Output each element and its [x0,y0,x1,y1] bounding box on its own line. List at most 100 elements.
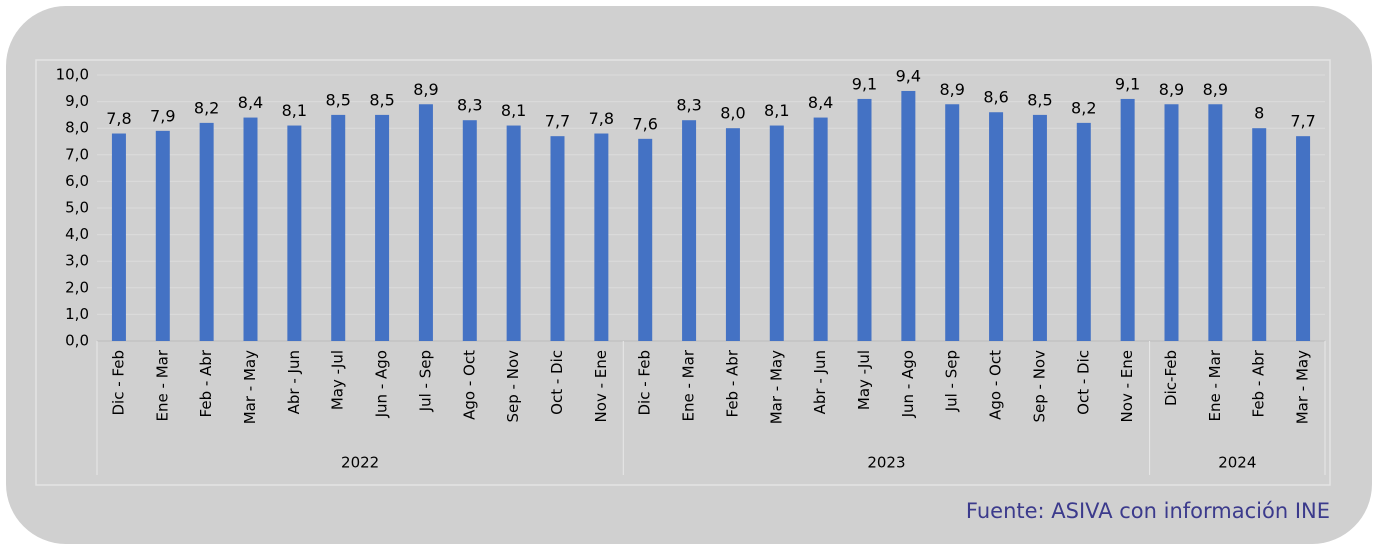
y-tick-label: 5,0 [65,199,89,217]
x-tick-label: Ene - Mar [153,349,171,421]
bar [287,125,302,341]
x-tick-label: Oct - Dic [1074,350,1092,415]
group-label: 2022 [341,454,379,472]
bar [725,128,740,341]
x-tick-label: Feb - Abr [1250,349,1268,417]
x-tick-label: Jun - Ago [373,350,391,418]
x-tick-label: May -Jul [329,350,347,410]
x-tick-label: Jul - Sep [943,350,961,412]
bar [638,138,653,341]
bar [1252,128,1267,341]
x-tick-label: Ene - Mar [1206,349,1224,421]
x-tick-label: Sep - Nov [1030,350,1048,423]
bar [857,98,872,341]
x-tick-label: Ago - Oct [987,350,1005,420]
bar [155,130,170,341]
x-tick-label: Abr - Jun [285,350,303,414]
data-label: 7,6 [632,114,657,133]
data-label: 8 [1254,104,1264,123]
data-label: 7,9 [150,106,175,125]
data-label: 8,3 [676,96,701,115]
group-label: 2023 [867,454,905,472]
y-tick-label: 4,0 [65,225,89,243]
bar [1120,98,1135,341]
bar [1076,122,1091,341]
x-tick-label: Sep - Nov [504,350,522,423]
data-label: 8,5 [369,90,394,109]
data-label: 7,8 [589,109,614,128]
bar [1164,104,1179,341]
data-label: 8,5 [1027,90,1052,109]
y-tick-label: 3,0 [65,252,89,270]
data-label: 8,1 [764,101,789,120]
y-tick-label: 1,0 [65,305,89,323]
data-label: 8,9 [1203,80,1228,99]
x-tick-label: Ene - Mar [680,349,698,421]
plot-frame [35,59,1331,486]
y-tick-label: 6,0 [65,172,89,190]
x-tick-label: Mar - May [241,350,259,424]
bar [418,104,433,341]
data-label: 8,1 [501,101,526,120]
data-label: 9,1 [852,74,877,93]
y-tick-label: 8,0 [65,119,89,137]
group-label: 2024 [1218,454,1256,472]
source: Fuente: ASIVA con información INE [966,499,1330,523]
bar [506,125,521,341]
x-tick-label: Dic - Feb [109,350,127,415]
data-label: 8,2 [194,98,219,117]
x-tick-label: Nov - Ene [592,350,610,422]
bar [989,112,1004,342]
bar [1032,114,1047,342]
x-tick-label: Mar - May [1294,350,1312,424]
data-label: 8,0 [720,104,745,123]
data-label: 8,9 [1159,80,1184,99]
x-tick-label: Oct - Dic [548,350,566,415]
x-tick-label: Feb - Abr [723,349,741,417]
data-label: 8,1 [282,101,307,120]
bar [199,122,214,341]
y-tick-label: 10,0 [56,66,89,84]
x-tick-label: Dic - Feb [636,350,654,415]
bar [945,104,960,341]
bar [594,133,609,341]
x-tick-label: Feb - Abr [197,349,215,417]
bar [682,120,697,341]
bar [331,114,346,342]
y-tick-label: 7,0 [65,145,89,163]
data-label: 8,6 [983,88,1008,107]
data-label: 9,4 [896,66,921,85]
bar [462,120,477,341]
bar [901,90,916,342]
data-label: 7,7 [1290,112,1315,131]
bar [1208,104,1223,341]
data-label: 8,4 [808,93,833,112]
data-label: 8,3 [457,96,482,115]
data-label: 9,1 [1115,74,1140,93]
x-tick-label: Ago - Oct [460,350,478,420]
bar [375,114,390,342]
x-tick-label: May -Jul [855,350,873,410]
x-tick-label: Jul - Sep [416,350,434,412]
data-label: 7,8 [106,109,131,128]
bar [1296,136,1311,341]
x-tick-label: Abr - Jun [811,350,829,414]
x-tick-label: Jun - Ago [899,350,917,418]
bar [111,133,126,341]
y-tick-label: 9,0 [65,92,89,110]
bar [550,136,565,341]
bar [769,125,784,341]
x-tick-label: Dic-Feb [1162,350,1180,406]
data-label: 8,2 [1071,98,1096,117]
y-tick-label: 0,0 [65,332,89,350]
y-tick-label: 2,0 [65,278,89,296]
bar [243,117,258,341]
data-label: 8,5 [325,90,350,109]
x-tick-label: Nov - Ene [1118,350,1136,422]
data-label: 7,7 [545,112,570,131]
data-label: 8,4 [238,93,263,112]
x-tick-label: Mar - May [767,350,785,424]
data-label: 8,9 [939,80,964,99]
bar [813,117,828,341]
